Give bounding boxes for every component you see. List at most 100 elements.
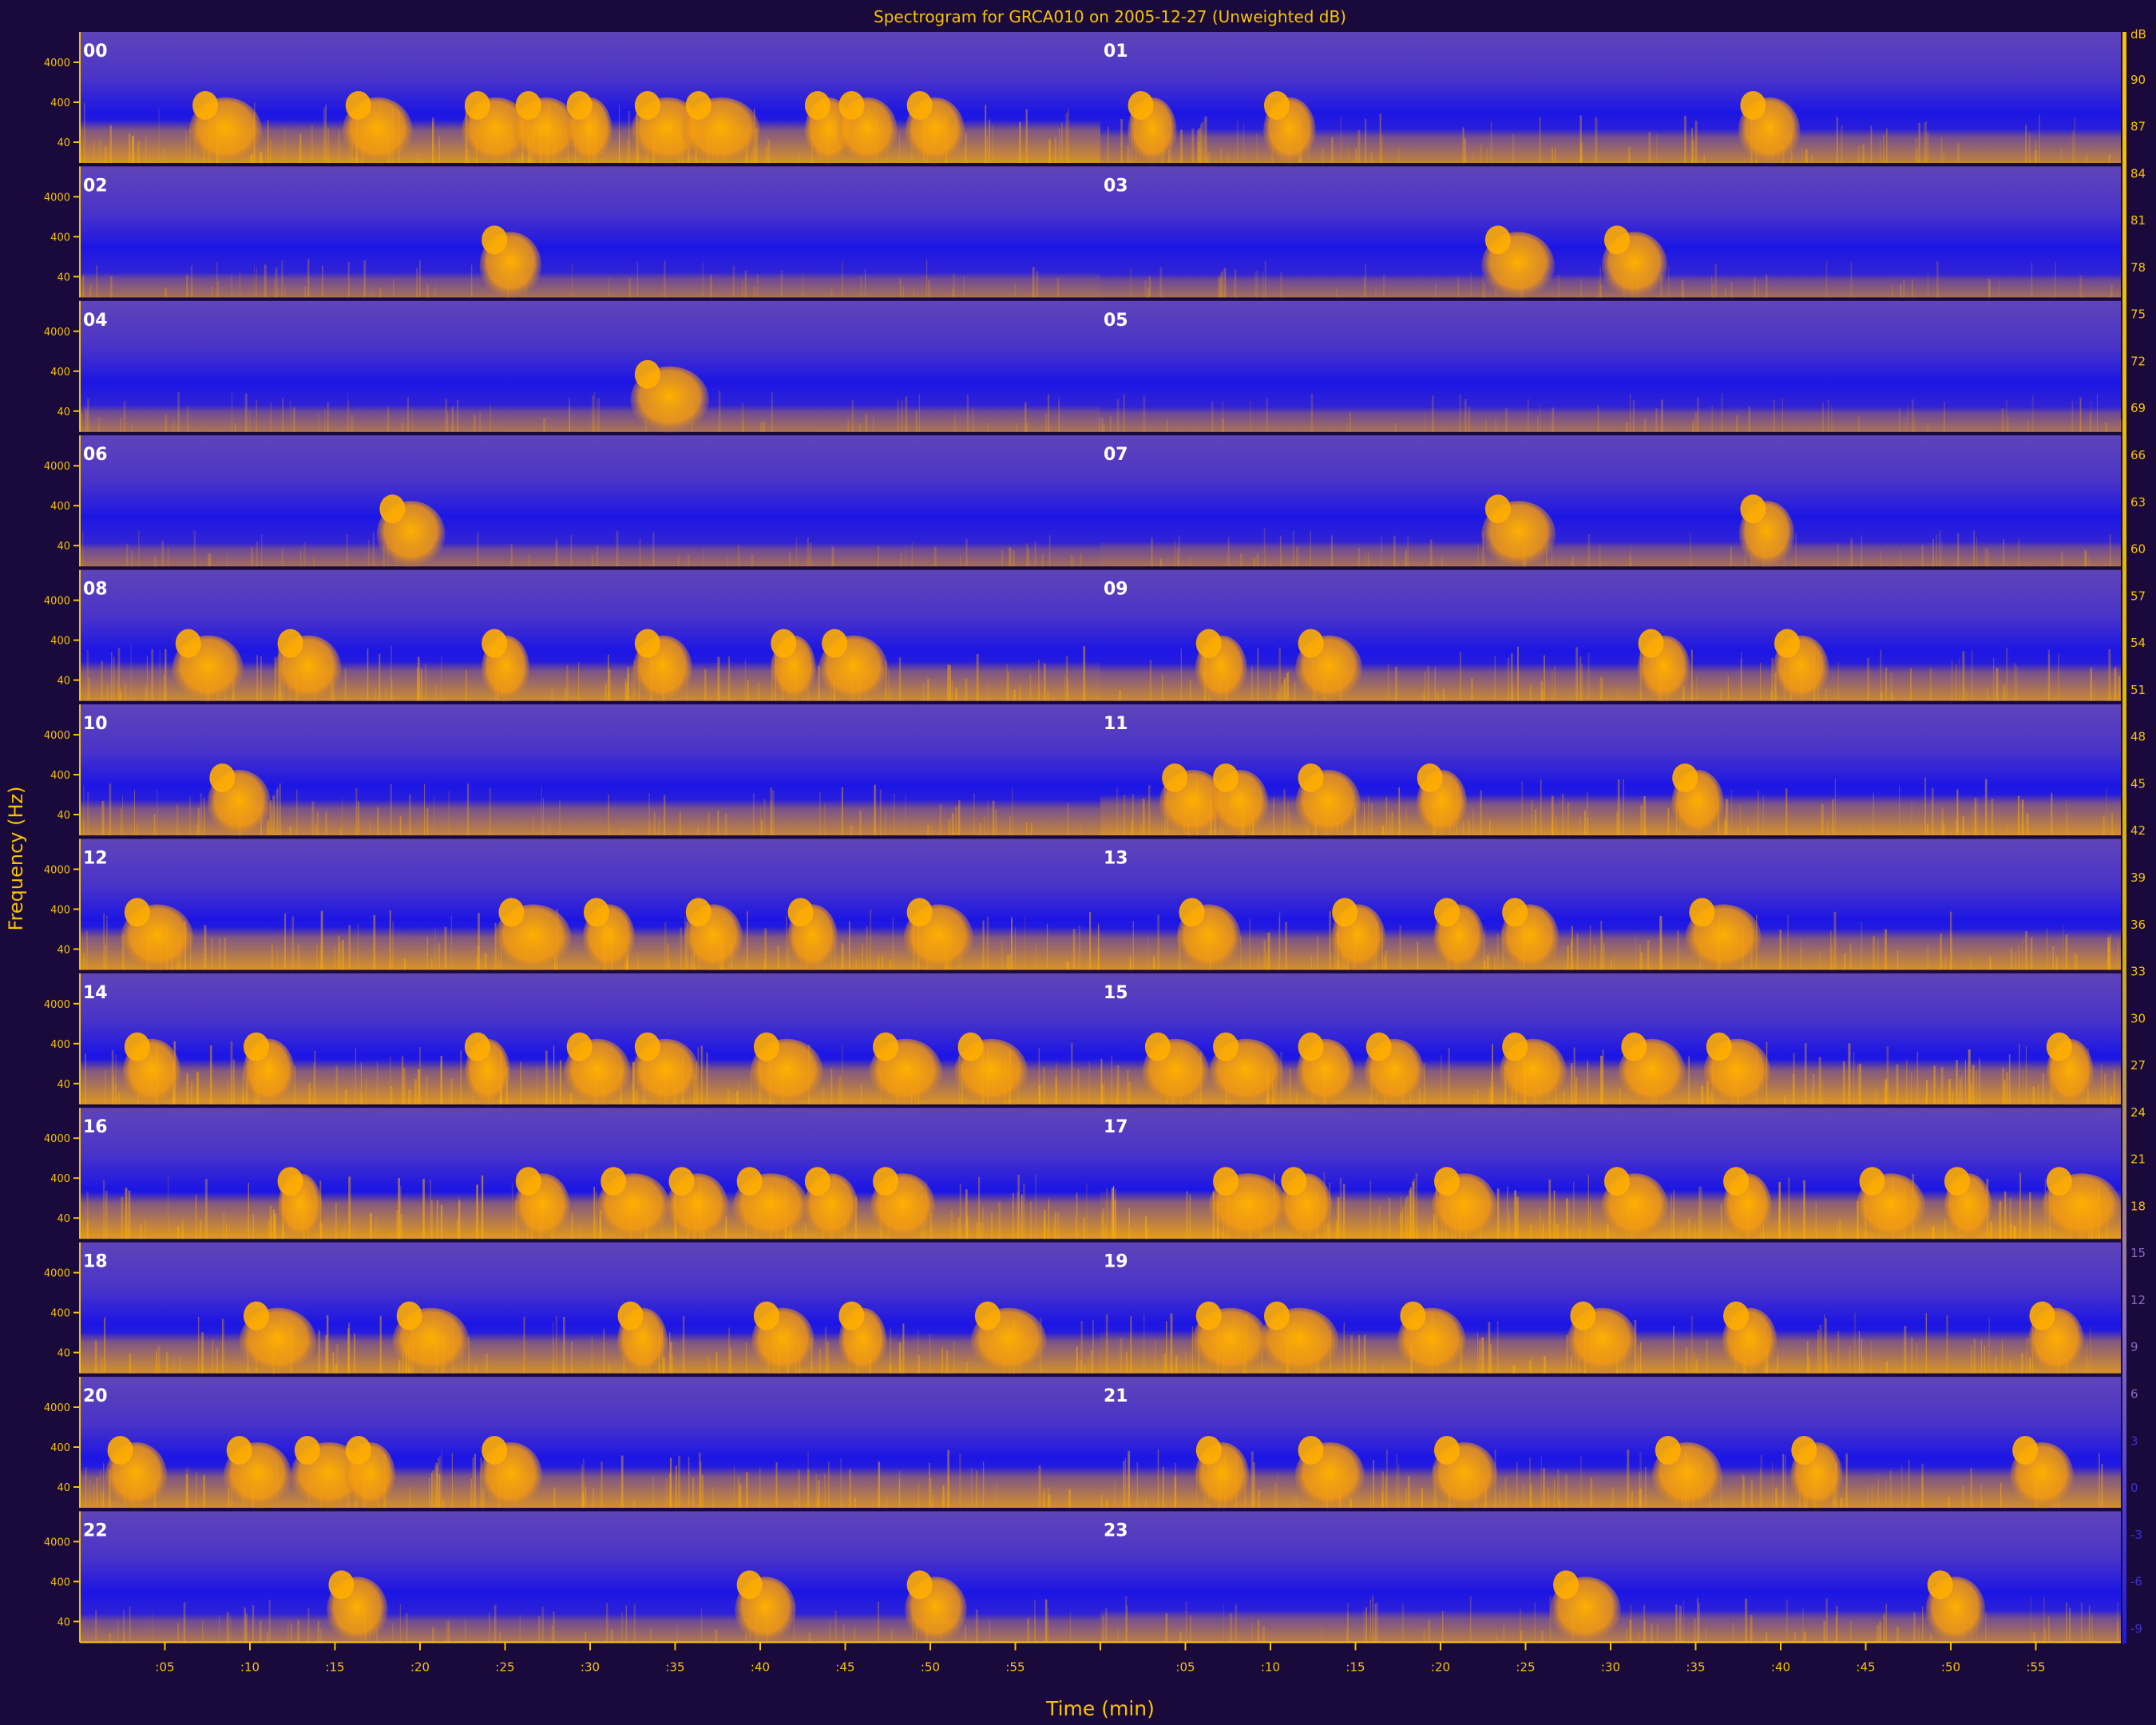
streak: [1305, 823, 1307, 835]
streak: [1236, 121, 1239, 163]
frequency-tick-label: 4000: [44, 999, 70, 1011]
streak: [1167, 149, 1171, 163]
streak: [929, 1462, 930, 1508]
streak: [1484, 282, 1486, 298]
streak: [1054, 137, 1056, 163]
frequency-tick-label: 40: [57, 1482, 70, 1494]
streak: [592, 395, 594, 432]
streak: [1706, 1339, 1708, 1374]
streak: [86, 1191, 89, 1239]
streak: [898, 133, 900, 163]
streak: [295, 789, 298, 835]
streak: [965, 133, 967, 163]
streak: [1204, 116, 1207, 163]
streak: [2060, 149, 2063, 163]
streak: [1580, 664, 1583, 701]
streak: [1186, 1358, 1187, 1374]
streak: [1349, 411, 1351, 432]
streak: [2109, 533, 2111, 567]
streak: [367, 648, 369, 701]
streak: [83, 819, 85, 835]
colorbar-tick-label: 9: [2130, 1340, 2138, 1354]
streak: [917, 1330, 919, 1374]
streak: [1827, 400, 1829, 432]
streak: [347, 1328, 350, 1374]
streak: [117, 1620, 119, 1643]
streak: [965, 1624, 966, 1643]
streak: [1779, 930, 1781, 970]
streak: [1065, 656, 1068, 701]
streak: [523, 1316, 525, 1374]
streak: [2107, 937, 2110, 970]
frequency-tick-label: 40: [57, 272, 70, 284]
streak: [1962, 816, 1964, 835]
streak: [438, 942, 440, 970]
activity-layer: [80, 661, 1100, 701]
streak: [745, 1081, 747, 1104]
streak: [1834, 779, 1836, 835]
streak: [1068, 1489, 1070, 1508]
streak: [898, 1342, 902, 1374]
streak: [747, 910, 748, 970]
call-event-peak: [345, 91, 371, 120]
streak: [430, 958, 433, 970]
streak: [985, 105, 987, 163]
streak: [2118, 676, 2121, 701]
streak: [203, 1475, 205, 1508]
call-event-peak: [192, 91, 219, 120]
streak: [1365, 1607, 1367, 1643]
streak: [277, 288, 279, 298]
streak: [1680, 1228, 1682, 1239]
streak: [1013, 549, 1015, 567]
streak: [2110, 1096, 2113, 1104]
streak: [1655, 408, 1658, 432]
streak: [105, 146, 107, 163]
streak: [2108, 648, 2111, 701]
streak: [1469, 1596, 1472, 1643]
streak: [1463, 821, 1464, 835]
streak: [1944, 402, 1945, 432]
streak: [870, 909, 872, 970]
streak: [1635, 934, 1636, 970]
streak: [1544, 1356, 1546, 1374]
streak: [1986, 549, 1989, 567]
streak: [431, 1200, 433, 1239]
streak: [1684, 115, 1686, 163]
streak: [224, 937, 227, 970]
streak: [1032, 268, 1034, 298]
call-event-peak: [1723, 1301, 1750, 1330]
streak: [1571, 1063, 1573, 1104]
streak: [1109, 415, 1112, 432]
streak: [1381, 134, 1383, 163]
call-event-peak: [1365, 1032, 1392, 1061]
streak: [1249, 918, 1251, 970]
streak: [259, 1620, 262, 1643]
streak: [1981, 1497, 1983, 1508]
streak: [1230, 1612, 1233, 1643]
call-event-peak: [1195, 629, 1222, 658]
streak: [1899, 284, 1902, 298]
streak: [1166, 419, 1168, 432]
streak: [652, 532, 655, 567]
streak: [1837, 1331, 1840, 1374]
streak: [1363, 1334, 1366, 1374]
streak: [1696, 676, 1698, 701]
streak: [476, 958, 478, 970]
call-event-peak: [1434, 898, 1460, 927]
streak: [897, 399, 899, 432]
streak: [109, 125, 112, 163]
streak: [83, 785, 85, 835]
hour-label: 08: [83, 580, 108, 600]
streak: [1159, 267, 1163, 298]
streak: [1441, 1611, 1444, 1643]
streak: [892, 917, 894, 970]
streak: [704, 668, 707, 701]
streak: [1385, 1476, 1388, 1508]
streak: [1385, 796, 1388, 835]
streak: [132, 136, 133, 163]
streak: [2104, 1073, 2106, 1104]
streak: [1198, 141, 1199, 163]
streak: [1586, 817, 1589, 835]
streak: [1599, 544, 1601, 567]
streak: [775, 1462, 778, 1508]
